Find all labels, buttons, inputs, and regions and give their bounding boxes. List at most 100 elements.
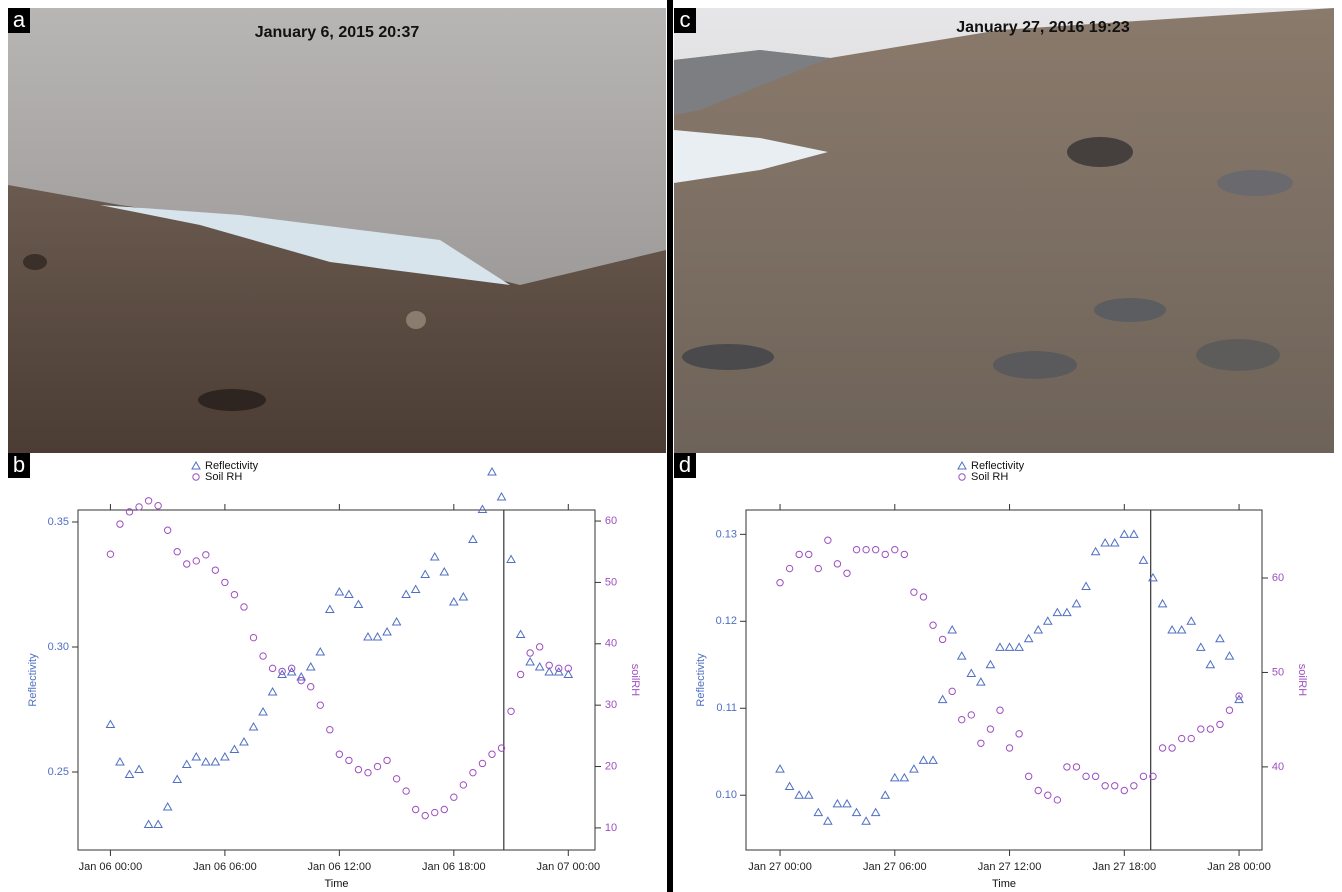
point [487, 466, 497, 476]
point [1005, 744, 1014, 752]
photo-caption: January 27, 2016 19:23 [956, 19, 1130, 36]
point [420, 569, 431, 578]
point [1081, 581, 1091, 591]
point [392, 775, 401, 783]
point [240, 603, 248, 611]
point [928, 755, 938, 764]
point [506, 554, 516, 563]
point [373, 762, 382, 771]
point [947, 624, 958, 634]
point [1042, 616, 1053, 625]
point [1072, 763, 1081, 771]
point [183, 560, 191, 568]
y2-axis-label: soilRH [1296, 664, 1308, 696]
point [515, 629, 526, 638]
point [1149, 772, 1157, 781]
point [1138, 555, 1149, 564]
point [985, 659, 996, 669]
point [784, 781, 795, 791]
point [1187, 734, 1195, 743]
panel-letter: a [13, 7, 26, 32]
point [1176, 624, 1187, 634]
x-tick-label: Jan 06 12:00 [308, 861, 372, 873]
ground [674, 8, 1334, 453]
point [297, 676, 305, 685]
point [363, 631, 373, 641]
point [345, 756, 353, 765]
mountain [674, 50, 830, 115]
point [803, 790, 814, 799]
point [401, 589, 411, 598]
point [1224, 651, 1235, 660]
point [124, 769, 135, 778]
point [440, 805, 448, 814]
point [220, 751, 230, 761]
point [1206, 725, 1215, 733]
legend-marker [191, 460, 201, 470]
glacier [100, 205, 510, 285]
point [881, 550, 889, 559]
point [958, 715, 966, 724]
point [1111, 782, 1119, 790]
point [335, 750, 344, 758]
point [143, 819, 154, 828]
legend-marker [957, 460, 967, 470]
point [1015, 730, 1023, 738]
point [776, 579, 784, 587]
y2-tick-label: 30 [605, 699, 617, 711]
point [824, 536, 832, 544]
y-tick-label: 0.30 [48, 641, 69, 653]
photo-c [674, 8, 1334, 453]
point [889, 772, 900, 782]
point [326, 726, 334, 734]
point [516, 670, 525, 679]
point [1235, 692, 1243, 700]
point [469, 768, 477, 777]
x-tick-label: Jan 06 18:00 [422, 861, 486, 873]
rock [406, 311, 426, 329]
point [1130, 782, 1138, 790]
point [1120, 786, 1128, 795]
legend-label: Reflectivity [205, 460, 259, 472]
x-tick-label: Jan 27 00:00 [748, 861, 812, 873]
panel-letter-box [674, 453, 696, 478]
point [910, 588, 918, 596]
point [125, 508, 134, 516]
y-tick-label: 0.11 [716, 702, 737, 714]
x-tick-label: Jan 27 06:00 [863, 861, 927, 873]
point [134, 764, 144, 773]
point [975, 677, 986, 686]
point [249, 633, 258, 642]
point [507, 707, 515, 715]
point [459, 781, 468, 789]
point [534, 661, 545, 671]
point [995, 642, 1005, 651]
point [1023, 633, 1034, 643]
point [364, 768, 372, 777]
y2-axis-label: soilRH [629, 664, 641, 696]
legend-label: Soil RH [971, 471, 1008, 483]
point [191, 751, 202, 761]
divider [667, 0, 673, 892]
point [851, 807, 862, 817]
point [1062, 607, 1072, 617]
point [315, 646, 326, 656]
point [1082, 772, 1090, 781]
point [535, 643, 544, 651]
point [966, 668, 977, 677]
point [785, 564, 794, 573]
y-axis-label: Reflectivity [695, 653, 707, 707]
point [1109, 538, 1120, 547]
y-tick-label: 0.13 [716, 528, 737, 540]
point [383, 756, 391, 765]
panel-letter: b [13, 452, 25, 477]
point [544, 666, 555, 676]
point [563, 669, 574, 678]
y-tick-label: 0.25 [48, 766, 69, 778]
x-tick-label: Jan 06 06:00 [193, 861, 257, 873]
point [1168, 744, 1176, 752]
point [286, 666, 297, 676]
rock [198, 389, 266, 411]
point [154, 502, 162, 510]
